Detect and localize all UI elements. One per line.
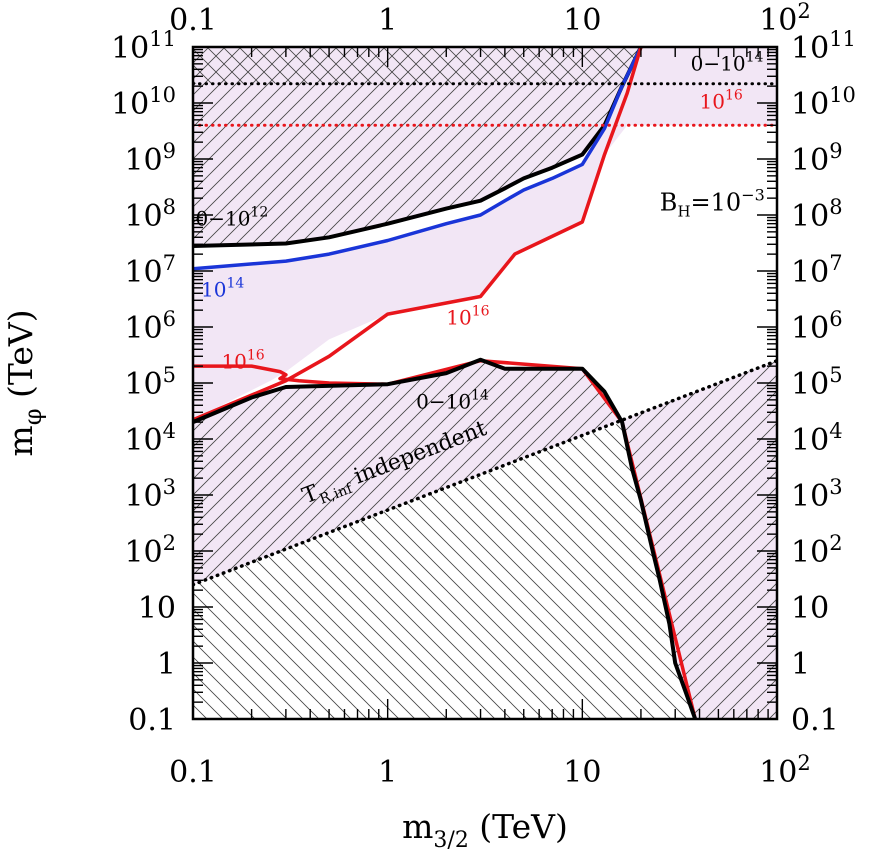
series-blue-upper xyxy=(193,47,643,271)
y-tick-label-right: 103 xyxy=(791,475,843,514)
y-tick-label-left: 103 xyxy=(124,475,176,514)
y-tick-label-left: 10 xyxy=(138,591,176,626)
upper-excluded-hatch xyxy=(193,47,641,246)
y-tick-label-right: 109 xyxy=(791,139,843,178)
y-tick-label-left: 107 xyxy=(124,251,176,290)
x-tick-label-top: 10 xyxy=(563,3,601,38)
y-tick-label-left: 1010 xyxy=(111,83,176,122)
x-axis-title: m3/2 (TeV) xyxy=(402,807,568,853)
ann-black-top: 0−1014 xyxy=(691,50,764,76)
y-tick-label-right: 1010 xyxy=(791,83,856,122)
x-tick-label-top: 0.1 xyxy=(169,3,217,38)
y-tick-label-right: 0.1 xyxy=(791,703,839,738)
y-tick-label-right: 104 xyxy=(791,419,843,458)
series-black-lower xyxy=(193,357,698,719)
y-tick-label-right: 107 xyxy=(791,251,843,290)
y-tick-label-left: 102 xyxy=(124,531,176,570)
x-tick-label-bottom: 102 xyxy=(759,751,811,790)
y-tick-label-left: 109 xyxy=(124,139,176,178)
series-tr-independent xyxy=(193,358,777,587)
y-tick-label-right: 1 xyxy=(791,647,810,682)
ann-red-upper: 1016 xyxy=(446,304,489,330)
y-tick-label-right: 108 xyxy=(791,195,843,234)
ann-black-lower: 0−1014 xyxy=(416,388,489,414)
y-tick-label-left: 104 xyxy=(124,419,176,458)
upper-crosshatch-hatch xyxy=(193,47,641,84)
x-tick-label-bottom: 1 xyxy=(378,755,397,790)
y-tick-label-left: 1011 xyxy=(111,27,176,66)
y-tick-label-right: 10 xyxy=(791,591,829,626)
plot-frame xyxy=(191,45,779,721)
lower-excluded-hatch xyxy=(193,359,777,719)
x-tick-label-bottom: 10 xyxy=(563,755,601,790)
excluded-regions xyxy=(193,47,777,719)
y-tick-label-right: 105 xyxy=(791,363,843,402)
lower-crosshatch-hatch xyxy=(193,422,696,719)
bh-label: BH=10−3 xyxy=(660,186,765,221)
upper-extra-shade-fill xyxy=(193,47,777,420)
annotations: 0−1012 1014 1016 1016 0−1014 0−1014 1016 xyxy=(195,50,763,414)
x-tick-label-top: 1 xyxy=(378,3,397,38)
y-axis-title: mφ (TeV) xyxy=(1,309,47,456)
series-lines xyxy=(193,47,777,719)
y-tick-label-left: 0.1 xyxy=(128,703,176,738)
ann-black-upper: 0−1012 xyxy=(195,204,268,230)
y-tick-label-right: 1011 xyxy=(791,27,856,66)
ann-red-top: 1016 xyxy=(700,87,743,113)
y-tick-label-left: 108 xyxy=(124,195,176,234)
y-tick-label-left: 1 xyxy=(157,647,176,682)
ann-blue-upper: 1014 xyxy=(201,276,244,302)
y-tick-label-right: 102 xyxy=(791,531,843,570)
y-tick-label-left: 106 xyxy=(124,307,176,346)
x-tick-label-bottom: 0.1 xyxy=(169,755,217,790)
x-tick-label-top: 102 xyxy=(759,0,811,38)
y-tick-label-left: 105 xyxy=(124,363,176,402)
ann-red-lower: 1016 xyxy=(221,348,264,374)
y-tick-label-right: 106 xyxy=(791,307,843,346)
